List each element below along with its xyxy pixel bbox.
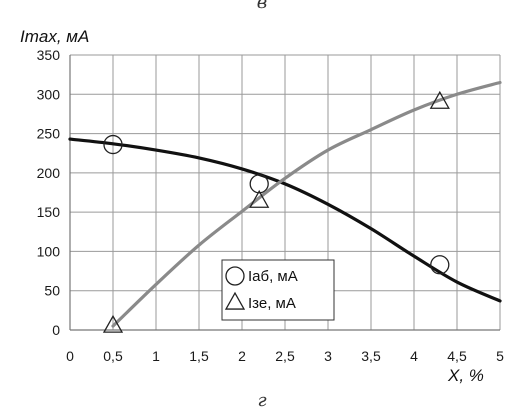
y-tick-label: 0 [52,322,60,338]
x-tick-labels: 0 0,5 1 1,5 2 2,5 3 3,5 4 4,5 5 [66,348,504,364]
x-tick-label: 5 [496,348,504,364]
legend: Iаб, мА Iзе, мА [221,259,335,321]
legend-box [221,259,335,321]
series-2-point-3 [429,90,450,109]
y-tick-label: 100 [37,243,61,259]
x-tick-label: 2,5 [275,348,295,364]
x-tick-label: 3 [324,348,332,364]
y-tick-labels: 0 50 100 150 200 250 300 350 [37,47,61,338]
x-tick-label: 2 [238,348,246,364]
series-line-1 [68,137,502,303]
y-tick-label: 200 [37,165,61,181]
y-axis-title: Imax, мА [20,27,89,46]
series-2-point-2 [249,189,270,208]
x-tick-label: 0 [66,348,74,364]
series-1-point-3 [430,255,450,275]
top-caption: в [257,0,267,13]
x-tick-label: 1,5 [189,348,209,364]
y-tick-label: 50 [44,283,60,299]
legend-marker-1 [225,266,245,286]
x-tick-label: 0,5 [103,348,123,364]
x-tick-label: 4 [410,348,418,364]
x-tick-label: 3,5 [361,348,381,364]
x-tick-label: 4,5 [447,348,467,364]
series-2-point-1 [102,314,124,333]
y-tick-label: 250 [37,126,61,142]
y-tick-label: 300 [37,86,61,102]
legend-label-2: Iзе, мА [248,295,296,312]
bottom-caption: г [257,390,266,411]
legend-marker-2 [224,291,246,310]
legend-label-1: Iаб, мА [248,268,298,285]
x-axis-title: X, % [447,366,484,385]
x-tick-label: 1 [152,348,160,364]
series-layer [68,80,502,333]
series-1-point-2 [249,174,269,194]
y-tick-label: 150 [37,204,61,220]
y-tick-label: 350 [37,47,61,63]
series-line-2 [111,80,502,328]
series-1-point-1 [103,134,123,155]
